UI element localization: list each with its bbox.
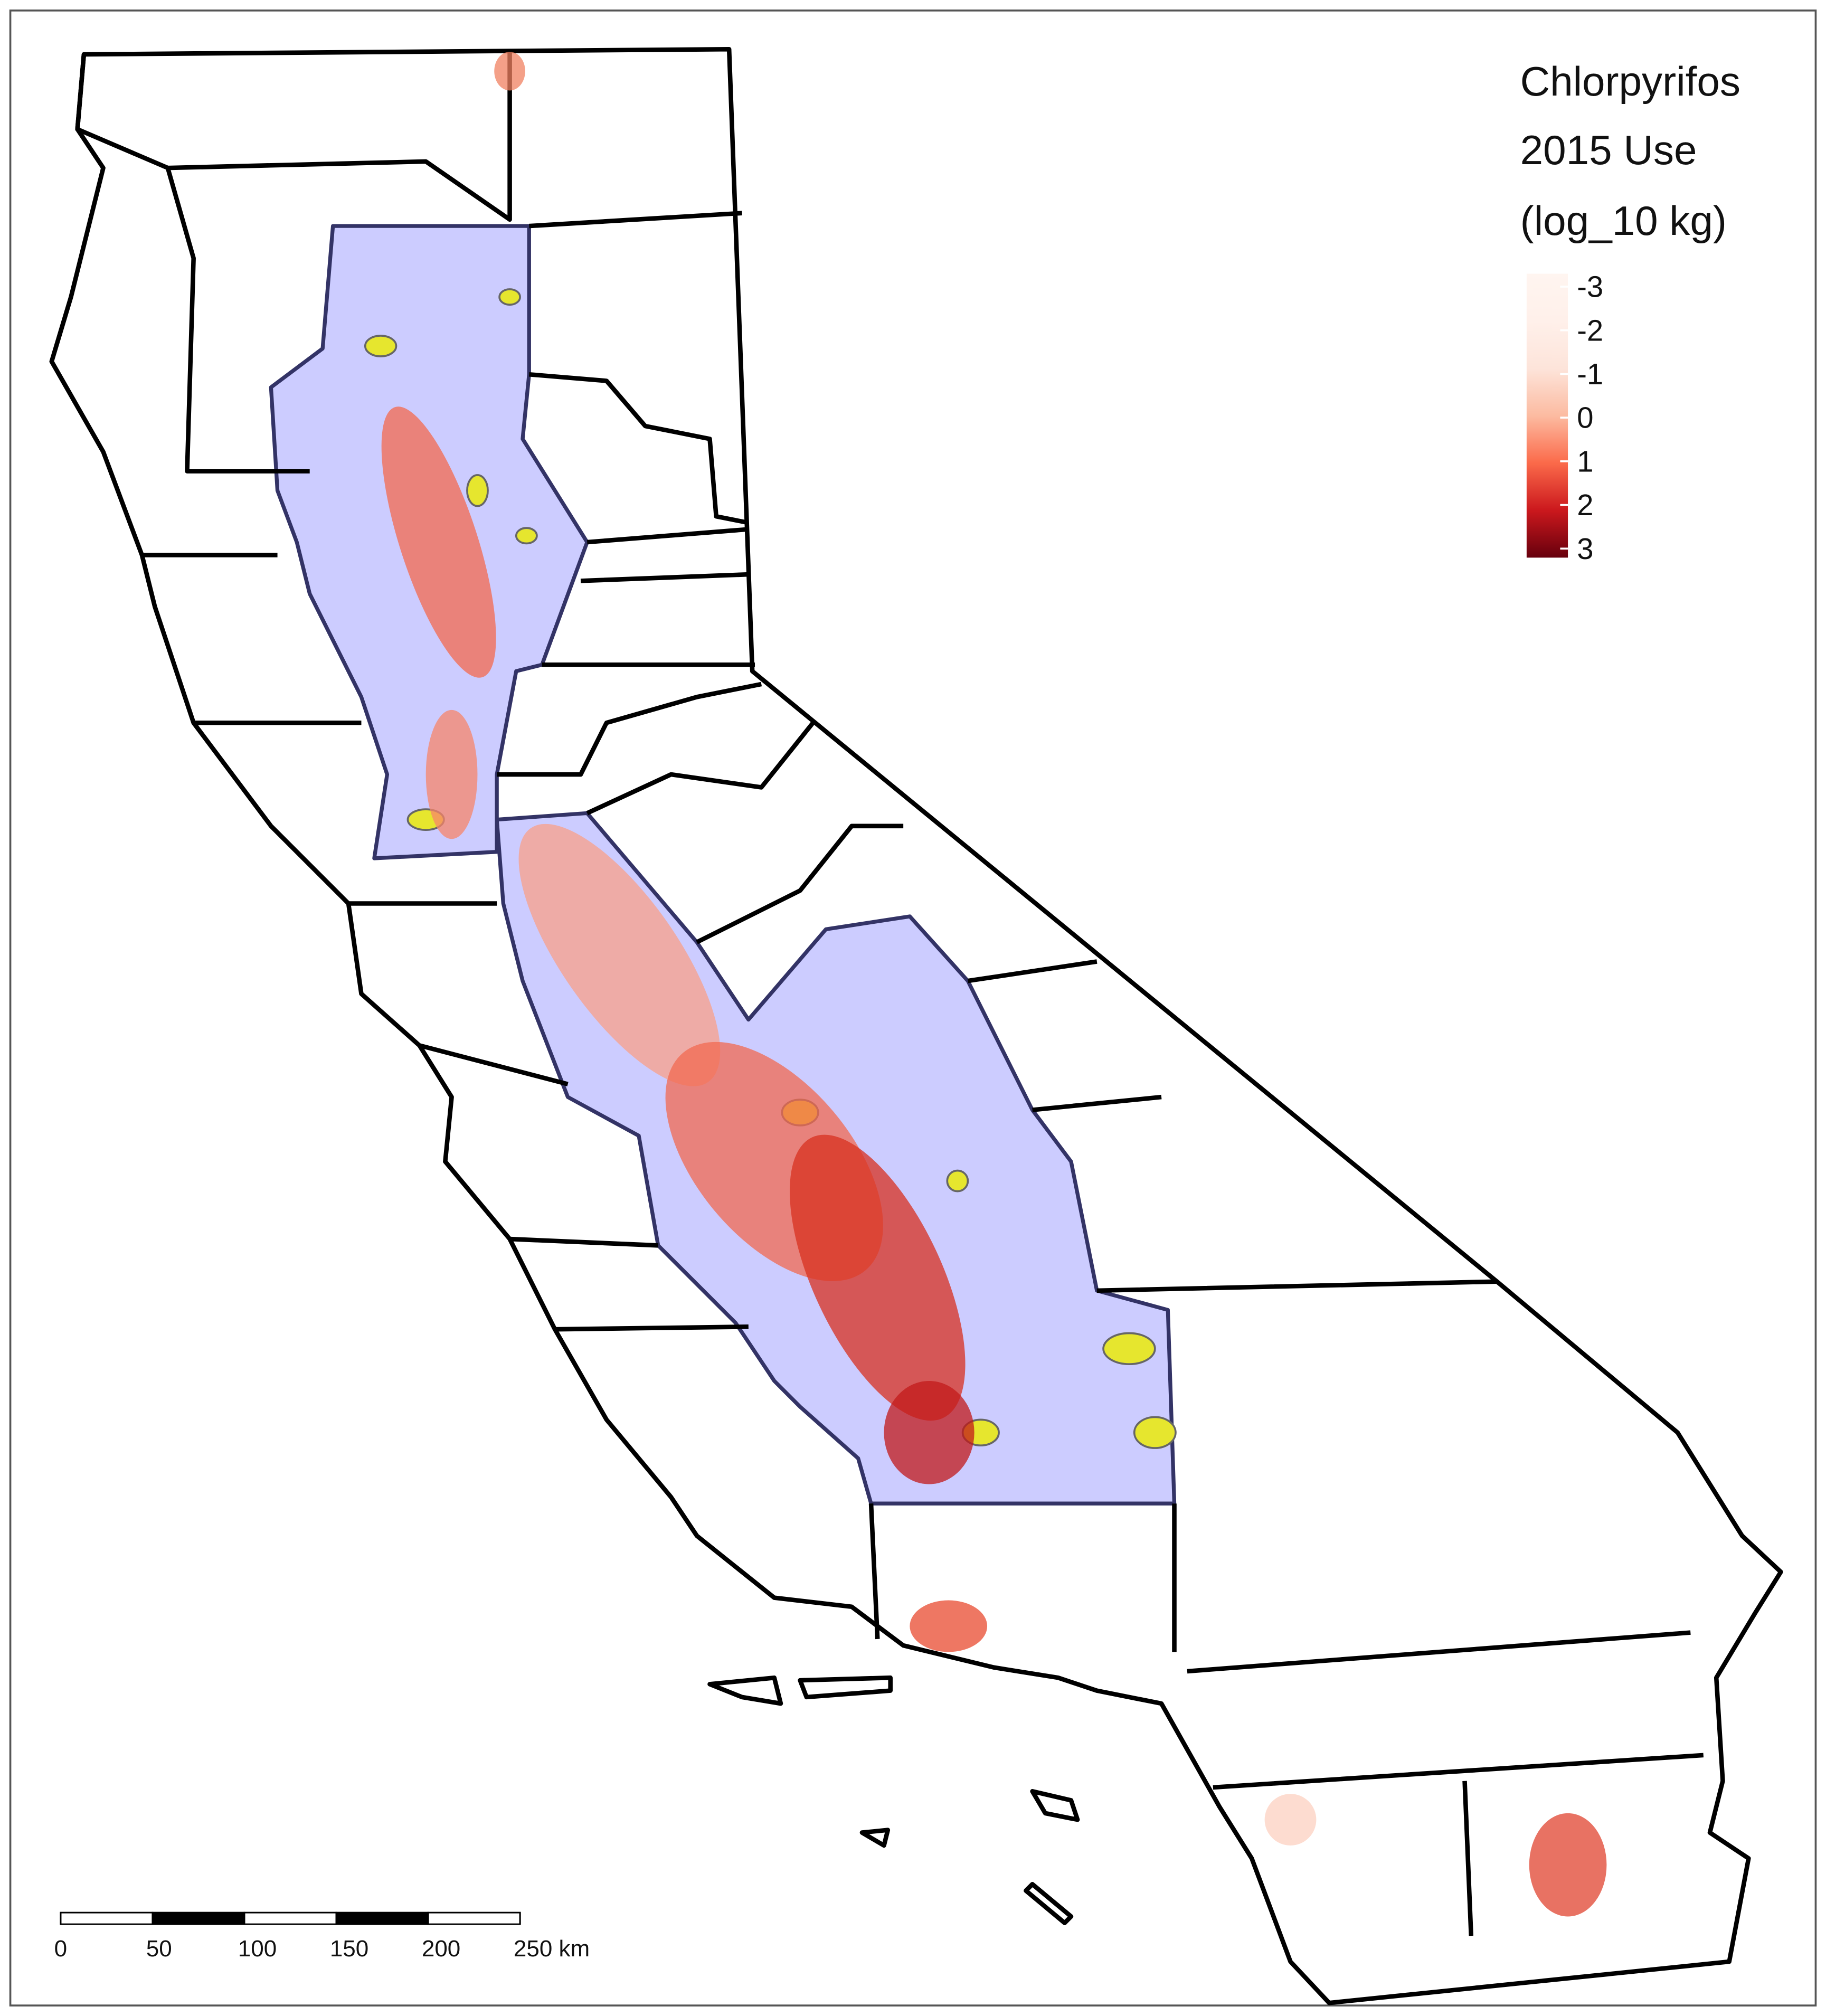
- scale-segment: [427, 1911, 521, 1925]
- scale-segment: [60, 1911, 154, 1925]
- colorbar-label: -2: [1577, 314, 1603, 347]
- islands: [707, 1675, 1080, 1925]
- scale-label: 200: [422, 1936, 460, 1962]
- frame: [9, 10, 1817, 2006]
- scale-label: 0: [54, 1936, 67, 1962]
- legend-title: (log_10 kg): [1520, 197, 1727, 244]
- colorbar-label: 2: [1577, 488, 1593, 522]
- scale-bar: 0 50 100 150 200 250 km: [54, 1911, 590, 1962]
- scale-segment: [335, 1911, 429, 1925]
- colorbar-label: -1: [1577, 357, 1603, 391]
- colorbar: [1526, 273, 1568, 558]
- legend-title: Chlorpyrifos: [1520, 58, 1740, 105]
- colorbar-label: 1: [1577, 444, 1593, 478]
- colorbar-label: 0: [1577, 401, 1593, 434]
- scale-label: 50: [146, 1936, 172, 1962]
- legend-title: 2015 Use: [1520, 127, 1697, 173]
- colorbar-label: -3: [1577, 270, 1603, 304]
- use-clusters: [381, 52, 1607, 1917]
- scale-label: 150: [330, 1936, 368, 1962]
- scale-segment: [243, 1911, 337, 1925]
- legend: Chlorpyrifos 2015 Use (log_10 kg) -3 -2 -1…: [1520, 58, 1740, 565]
- colorbar-label: 3: [1577, 532, 1593, 565]
- scale-label: 250 km: [514, 1936, 590, 1962]
- state-outline: [49, 46, 1783, 2005]
- scale-segment: [152, 1911, 245, 1925]
- scale-label: 100: [238, 1936, 277, 1962]
- county-lines: [75, 49, 1704, 1936]
